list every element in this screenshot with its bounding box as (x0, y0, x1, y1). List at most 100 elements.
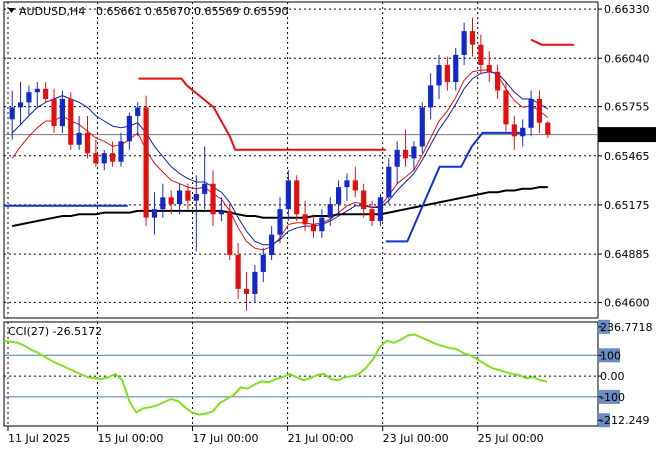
cci-title: CCI(27) -26.5172 (8, 325, 102, 338)
candle (185, 183, 191, 210)
candle (486, 51, 492, 82)
cci-panel-frame (3, 321, 599, 427)
price-tick-label: 0.65175 (604, 199, 650, 212)
time-tick-label: 21 Jul 00:00 (288, 432, 354, 445)
candle (110, 141, 116, 167)
candle (402, 129, 409, 167)
candle (319, 209, 325, 238)
candle-body (126, 115, 132, 142)
price-panel: 0.66330 0.66040 0.65755 0.65465 0.65175 0.648… (3, 1, 656, 319)
trailing-stop-segment (138, 77, 386, 151)
candle (260, 248, 266, 283)
candle (101, 149, 107, 171)
candle (126, 112, 132, 150)
candle-body (9, 107, 15, 120)
candle (202, 146, 208, 210)
candle (377, 193, 384, 227)
candle (285, 170, 291, 222)
candle-body (285, 180, 291, 210)
time-tick-label: 23 Jul 00:00 (383, 432, 449, 445)
candle-body (294, 180, 300, 215)
candle-body (43, 88, 49, 99)
price-tick-label: 0.65755 (604, 101, 650, 114)
candles (9, 17, 551, 311)
candle-body (51, 98, 57, 127)
candle-body (528, 98, 534, 128)
candle-body (486, 65, 492, 72)
candle-body (168, 197, 174, 205)
candle (511, 115, 517, 150)
candle (520, 119, 526, 147)
candle-body (176, 190, 183, 205)
candle (386, 158, 392, 205)
candle (419, 102, 425, 154)
candle-body (461, 31, 467, 55)
candle-body (411, 146, 417, 159)
candle-body (419, 107, 425, 147)
candle-body (202, 183, 208, 194)
candle-body (352, 180, 358, 191)
candle-body (495, 71, 501, 91)
chart-header: AUDUSD,H4 0.65661 0.65670 0.65569 0.6559… (8, 5, 288, 18)
candle-body (310, 224, 317, 232)
candle-body (369, 209, 375, 222)
candle-body (386, 166, 392, 198)
candle (243, 271, 250, 311)
candle-body (210, 183, 216, 215)
cci-grid (7, 322, 479, 426)
candle (394, 141, 400, 184)
time-tick-label: 25 Jul 00:00 (478, 432, 544, 445)
candle (68, 92, 74, 150)
candle (369, 200, 375, 227)
cci-levels (4, 354, 598, 398)
cci-axis-ticks: 236.7718 100 0.00 -100 -212.249 (598, 319, 653, 428)
candle (302, 200, 308, 232)
candle (352, 166, 358, 198)
last-price-tag-box (598, 127, 656, 143)
candle-body (302, 214, 308, 225)
candle (218, 197, 225, 222)
candle-body (436, 65, 442, 86)
candle (528, 90, 534, 137)
candle (160, 183, 166, 218)
candle-body (260, 254, 266, 272)
candle (17, 82, 24, 125)
candle (135, 102, 141, 137)
cci-tick-label: 236.7718 (600, 321, 653, 334)
price-tick-label: 0.64600 (604, 296, 650, 309)
candle (59, 90, 65, 133)
candle-body (110, 153, 116, 162)
symbol-label: AUDUSD,H4 (19, 5, 85, 18)
candle (344, 173, 350, 201)
candle-body (76, 132, 82, 145)
candle (252, 265, 258, 303)
candle (503, 82, 509, 133)
trailing-stop-segment (530, 38, 574, 46)
candle (361, 183, 367, 218)
candle (469, 17, 476, 57)
candle-body (252, 271, 258, 294)
candle (294, 175, 300, 222)
candle-body (34, 88, 40, 93)
candle (26, 85, 32, 116)
candle (310, 214, 317, 238)
candle (436, 54, 442, 99)
candle (43, 82, 49, 103)
time-tick-label: 11 Jul 2025 (8, 432, 70, 445)
candle-body (453, 54, 459, 82)
cci-min-tag (598, 413, 610, 428)
candle-body (545, 122, 551, 135)
candle-body (193, 193, 199, 201)
candle (536, 90, 543, 133)
candle-body (218, 210, 225, 215)
candle-body (26, 92, 32, 103)
time-axis: 11 Jul 2025 15 Jul 00:00 17 Jul 00:00 21 Ju… (7, 426, 544, 445)
cci-panel: 236.7718 100 0.00 -100 -212.249 CCI(27) -26.… (3, 319, 653, 428)
candle (235, 243, 241, 300)
candle (335, 180, 342, 215)
price-panel-frame (3, 1, 599, 319)
candle (461, 22, 467, 66)
candle-body (235, 254, 241, 289)
dropdown-triangle-icon[interactable] (8, 8, 15, 13)
